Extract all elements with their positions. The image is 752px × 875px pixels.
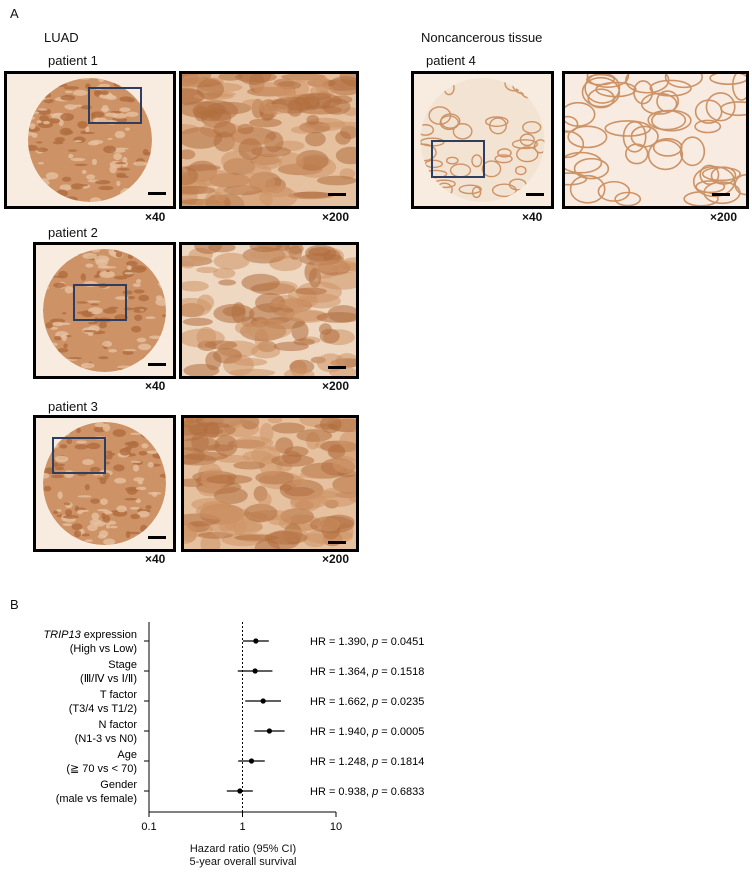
- patient-3-low-mag-image: [33, 415, 176, 552]
- hr-annotation-pval: = 0.6833: [378, 786, 424, 798]
- hr-annotation-pval: = 0.0235: [378, 696, 424, 708]
- patient-1-scale-bar: [148, 192, 166, 195]
- hr-annotation-p: p: [371, 756, 378, 768]
- tissue-texture: [182, 245, 356, 376]
- hr-annotation-hr: HR = 1.940,: [310, 726, 372, 738]
- hr-point: [248, 758, 255, 764]
- row-label-text: T factor: [100, 689, 137, 701]
- patient-3-high-scale-bar: [328, 541, 346, 544]
- x-axis-label-line-1: Hazard ratio (95% CI): [189, 843, 297, 855]
- row-label-text: N factor: [98, 719, 137, 731]
- forest-plot: TRIP13 expression (High vs Low) HR = 1.390…: [43, 622, 424, 833]
- patient-4-mag-200: ×200: [710, 210, 738, 224]
- patient-3-mag-40: ×40: [145, 552, 166, 566]
- patient-4-mag-40: ×40: [522, 210, 543, 224]
- hr-annotation: HR = 1.662, p = 0.0235: [310, 696, 424, 708]
- row-sublabel: (T3/4 vs T1/2): [69, 703, 137, 715]
- patient-1-high-mag-image: [179, 71, 359, 209]
- hr-annotation-hr: HR = 0.938,: [310, 786, 372, 798]
- patient-3-label: patient 3: [48, 399, 98, 414]
- patient-4-label: patient 4: [426, 53, 476, 68]
- tissue-texture: [182, 74, 356, 206]
- patient-3-roi-box: [52, 437, 106, 474]
- row-label-text: Stage: [108, 659, 137, 671]
- hr-annotation-hr: HR = 1.390,: [310, 636, 372, 648]
- patient-4-scale-bar: [526, 193, 544, 196]
- hr-annotation: HR = 1.390, p = 0.0451: [310, 636, 424, 648]
- row-label: Age: [117, 749, 137, 761]
- row-sublabel: (Ⅲ/Ⅳ vs Ⅰ/Ⅱ): [80, 673, 137, 685]
- hr-annotation-pval: = 0.1518: [378, 666, 424, 678]
- patient-2-mag-40: ×40: [145, 379, 166, 393]
- row-label: Stage: [108, 659, 137, 671]
- patient-2-label: patient 2: [48, 225, 98, 240]
- tissue-texture: [43, 249, 166, 372]
- hr-annotation-hr: HR = 1.248,: [310, 756, 372, 768]
- row-label: TRIP13 expression: [43, 629, 137, 641]
- patient-2-low-mag-image: [33, 242, 176, 379]
- row-label: N factor: [98, 719, 137, 731]
- noncancer-title: Noncancerous tissue: [421, 30, 543, 45]
- hr-point: [253, 638, 259, 644]
- row-label-text: Gender: [100, 779, 137, 791]
- patient-3-high-mag-image: [181, 415, 359, 552]
- x-tick-label: 1: [239, 821, 245, 833]
- row-sublabel: (≧ 70 vs < 70): [66, 763, 137, 775]
- patient-1-mag-40: ×40: [145, 210, 166, 224]
- patient-4-high-scale-bar: [712, 193, 730, 196]
- patient-2-mag-200: ×200: [322, 379, 350, 393]
- patient-1-mag-200: ×200: [322, 210, 350, 224]
- row-label: Gender: [100, 779, 137, 791]
- x-axis-label-line-2: 5-year overall survival: [189, 856, 297, 868]
- panel-b-letter: B: [10, 597, 19, 612]
- hr-annotation-p: p: [371, 726, 378, 738]
- hr-point: [252, 668, 258, 674]
- tissue-texture: [28, 78, 152, 202]
- hr-annotation-p: p: [371, 666, 378, 678]
- patient-1-low-mag-image: [4, 71, 176, 209]
- hr-annotation: HR = 0.938, p = 0.6833: [310, 786, 424, 798]
- panel-a-letter: A: [10, 6, 19, 21]
- hr-point: [266, 728, 273, 734]
- hr-annotation-pval: = 0.1814: [378, 756, 424, 768]
- hr-annotation: HR = 1.940, p = 0.0005: [310, 726, 424, 738]
- hr-point: [237, 788, 243, 794]
- row-sublabel: (N1-3 vs N0): [75, 733, 137, 745]
- row-label-text: Age: [117, 749, 137, 761]
- patient-1-roi-box: [88, 87, 142, 124]
- tissue-texture: [565, 74, 746, 206]
- patient-2-roi-box: [73, 284, 127, 321]
- tissue-texture: [184, 418, 356, 549]
- row-label-italic: TRIP13: [43, 629, 81, 641]
- row-sublabel: (High vs Low): [70, 643, 137, 655]
- hr-annotation-hr: HR = 1.364,: [310, 666, 372, 678]
- patient-3-scale-bar: [148, 536, 166, 539]
- x-tick-label: 0.1: [141, 821, 156, 833]
- patient-3-mag-200: ×200: [322, 552, 350, 566]
- hr-annotation-p: p: [371, 786, 378, 798]
- patient-2-high-mag-image: [179, 242, 359, 379]
- patient-2-high-scale-bar: [328, 366, 346, 369]
- luad-title: LUAD: [44, 30, 79, 45]
- patient-4-high-mag-image: [562, 71, 749, 209]
- hr-annotation-p: p: [371, 696, 378, 708]
- hr-annotation-p: p: [371, 636, 378, 648]
- tissue-texture: [43, 422, 166, 545]
- hr-annotation: HR = 1.248, p = 0.1814: [310, 756, 424, 768]
- row-label: T factor: [100, 689, 137, 701]
- x-tick-label: 10: [330, 821, 342, 833]
- patient-1-high-scale-bar: [328, 193, 346, 196]
- patient-2-scale-bar: [148, 363, 166, 366]
- hr-annotation-pval: = 0.0005: [378, 726, 424, 738]
- hr-annotation: HR = 1.364, p = 0.1518: [310, 666, 424, 678]
- patient-4-roi-box: [431, 140, 485, 178]
- hr-annotation-pval: = 0.0451: [378, 636, 424, 648]
- patient-1-label: patient 1: [48, 53, 98, 68]
- row-label-text: expression: [81, 629, 137, 641]
- hr-annotation-hr: HR = 1.662,: [310, 696, 372, 708]
- hr-point: [260, 698, 266, 704]
- row-sublabel: (male vs female): [56, 793, 137, 805]
